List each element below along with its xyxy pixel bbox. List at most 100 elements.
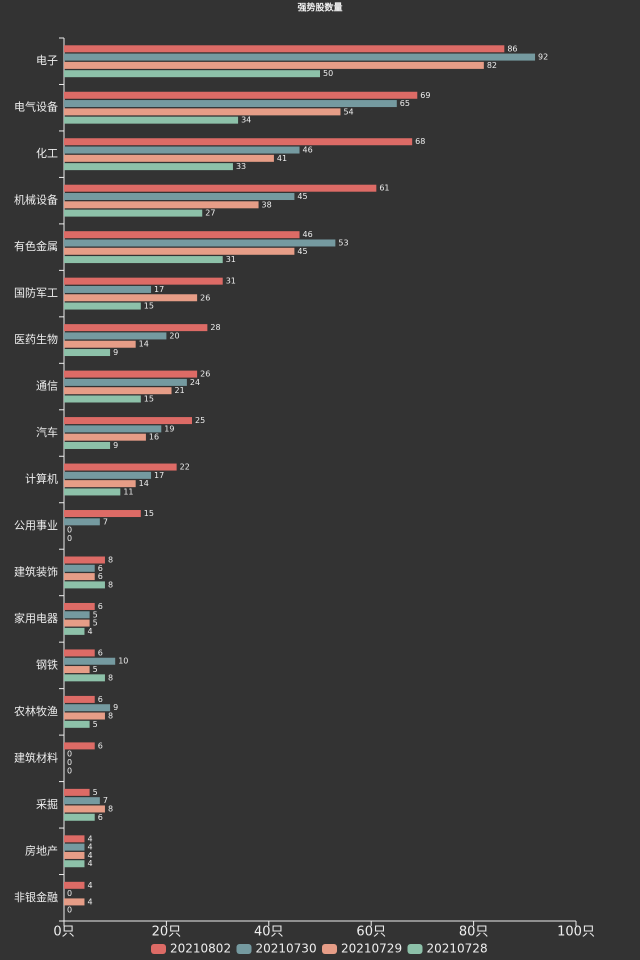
bar bbox=[64, 201, 259, 209]
legend-label: 20210728 bbox=[427, 942, 488, 956]
y-tick-label: 建筑装饰 bbox=[14, 564, 58, 578]
data-label: 54 bbox=[343, 107, 353, 116]
bar bbox=[64, 480, 136, 488]
data-label: 82 bbox=[487, 61, 497, 70]
bar bbox=[64, 116, 239, 124]
data-label: 27 bbox=[205, 209, 215, 218]
y-tick-label: 通信 bbox=[36, 380, 58, 393]
data-label: 8 bbox=[108, 555, 113, 564]
bar bbox=[64, 712, 105, 720]
data-label: 4 bbox=[87, 881, 92, 890]
data-label: 8 bbox=[108, 580, 113, 589]
data-label: 11 bbox=[123, 487, 133, 496]
data-label: 15 bbox=[144, 509, 154, 518]
data-label: 28 bbox=[210, 323, 220, 332]
data-label: 14 bbox=[139, 340, 149, 349]
data-label: 46 bbox=[303, 146, 313, 155]
bar bbox=[64, 695, 95, 703]
bar bbox=[64, 100, 397, 108]
bar bbox=[64, 294, 198, 302]
data-label: 6 bbox=[98, 564, 103, 573]
bar bbox=[64, 108, 341, 116]
data-label: 61 bbox=[379, 184, 389, 193]
bar bbox=[64, 602, 95, 610]
data-label: 69 bbox=[420, 91, 430, 100]
data-label: 5 bbox=[93, 665, 98, 674]
bar bbox=[64, 657, 116, 665]
x-tick-label: 80只 bbox=[459, 925, 489, 940]
data-label: 17 bbox=[154, 285, 164, 294]
y-tick-label: 化工 bbox=[36, 146, 58, 160]
bar bbox=[64, 370, 198, 378]
bar bbox=[64, 209, 203, 217]
bar bbox=[64, 91, 418, 99]
data-label: 10 bbox=[118, 657, 128, 666]
bar bbox=[64, 324, 208, 332]
bar bbox=[64, 666, 90, 674]
data-label: 4 bbox=[87, 897, 92, 906]
data-label: 0 bbox=[67, 758, 72, 767]
bar bbox=[64, 720, 90, 728]
bar bbox=[64, 797, 100, 805]
data-label: 20 bbox=[169, 331, 179, 340]
bar bbox=[64, 302, 141, 310]
data-label: 46 bbox=[303, 230, 313, 239]
data-label: 4 bbox=[87, 834, 92, 843]
legend-swatch bbox=[407, 944, 423, 954]
bar bbox=[64, 704, 111, 712]
data-label: 14 bbox=[139, 479, 149, 488]
bar bbox=[64, 193, 295, 201]
bar bbox=[64, 573, 95, 581]
data-label: 6 bbox=[98, 695, 103, 704]
bar bbox=[64, 395, 141, 403]
data-label: 8 bbox=[108, 804, 113, 813]
bar bbox=[64, 417, 192, 425]
data-label: 31 bbox=[226, 277, 236, 286]
y-tick-label: 电气设备 bbox=[14, 100, 58, 114]
data-label: 4 bbox=[87, 843, 92, 852]
x-tick-label: 40只 bbox=[254, 925, 284, 940]
bar bbox=[64, 285, 152, 293]
data-label: 9 bbox=[113, 348, 118, 357]
bar bbox=[64, 256, 223, 264]
data-label: 68 bbox=[415, 137, 425, 146]
bar bbox=[64, 851, 85, 859]
data-label: 41 bbox=[277, 154, 287, 163]
data-label: 5 bbox=[93, 788, 98, 797]
bar bbox=[64, 138, 413, 146]
y-tick-label: 机械设备 bbox=[14, 193, 58, 207]
bar bbox=[64, 742, 95, 750]
bar bbox=[64, 581, 105, 589]
data-label: 6 bbox=[98, 813, 103, 822]
bar bbox=[64, 154, 274, 162]
bar bbox=[64, 332, 167, 340]
y-tick-label: 国防军工 bbox=[14, 286, 58, 300]
bar bbox=[64, 239, 336, 247]
bar bbox=[64, 340, 136, 348]
data-label: 86 bbox=[507, 44, 517, 53]
bar bbox=[64, 463, 177, 471]
y-tick-label: 房地产 bbox=[25, 843, 58, 857]
data-label: 0 bbox=[67, 766, 72, 775]
data-label: 38 bbox=[262, 200, 272, 209]
data-label: 0 bbox=[67, 534, 72, 543]
data-label: 5 bbox=[93, 720, 98, 729]
data-label: 5 bbox=[93, 610, 98, 619]
x-tick-label: 100只 bbox=[557, 925, 595, 940]
bar bbox=[64, 184, 377, 192]
bar bbox=[64, 277, 223, 285]
data-label: 4 bbox=[87, 851, 92, 860]
bar bbox=[64, 441, 111, 449]
bar bbox=[64, 349, 111, 357]
bar bbox=[64, 788, 90, 796]
data-label: 92 bbox=[538, 53, 548, 62]
legend-swatch bbox=[236, 944, 252, 954]
bar bbox=[64, 45, 505, 53]
bar bbox=[64, 61, 484, 69]
bar bbox=[64, 898, 85, 906]
data-label: 6 bbox=[98, 572, 103, 581]
data-label: 7 bbox=[103, 796, 108, 805]
bar bbox=[64, 835, 85, 843]
x-tick-label: 0只 bbox=[53, 925, 74, 940]
